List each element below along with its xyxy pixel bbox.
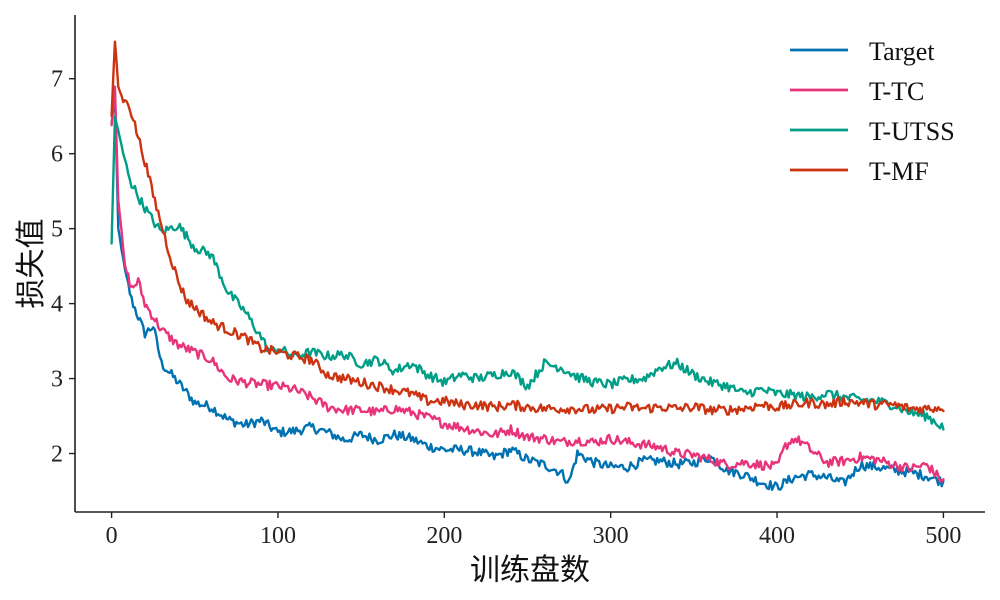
legend-label-t-utss: T-UTSS <box>869 117 955 146</box>
y-tick-label: 4 <box>51 292 63 318</box>
x-tick-label: 500 <box>925 523 961 549</box>
y-axis-title: 损失值 <box>14 219 49 309</box>
legend-label-t-tc: T-TC <box>869 77 924 106</box>
axes-layer <box>74 15 985 513</box>
y-ticks: 2 3 4 5 6 7 <box>51 67 75 468</box>
x-tick-label: 100 <box>260 523 296 549</box>
legend-label-t-mf: T-MF <box>869 157 929 186</box>
series-line-t-utss <box>110 115 945 431</box>
y-tick-label: 7 <box>51 67 63 93</box>
y-tick-label: 6 <box>51 142 63 168</box>
x-ticks: 0 100 200 300 400 500 <box>106 512 961 549</box>
x-tick-label: 200 <box>426 523 462 549</box>
y-tick-label: 3 <box>51 367 63 393</box>
series-line-t-mf <box>110 40 945 416</box>
x-axis-title: 训练盘数 <box>470 553 590 588</box>
legend: Target T-TC T-UTSS T-MF <box>790 37 955 186</box>
series-layer <box>110 40 945 491</box>
series-line-t-tc <box>110 85 945 483</box>
x-tick-label: 0 <box>106 523 118 549</box>
x-tick-label: 300 <box>593 523 629 549</box>
y-tick-label: 5 <box>51 217 63 243</box>
x-tick-label: 400 <box>759 523 795 549</box>
legend-label-target: Target <box>869 37 935 66</box>
y-tick-label: 2 <box>51 442 63 468</box>
series-line-target <box>110 92 945 491</box>
